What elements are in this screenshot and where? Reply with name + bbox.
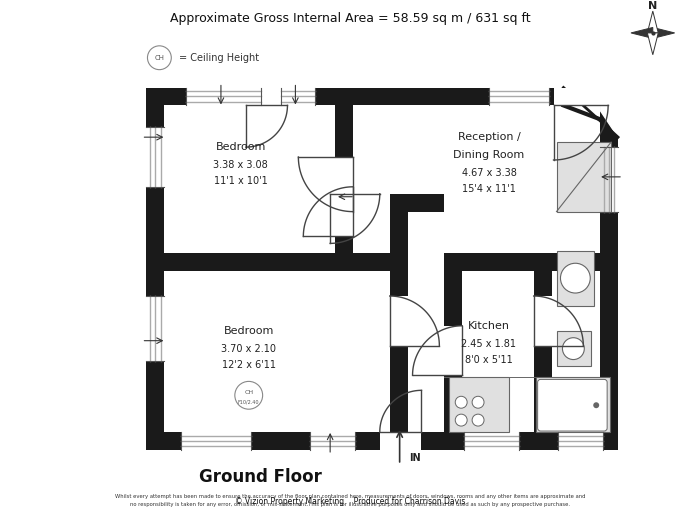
Bar bbox=[246, 88, 288, 105]
Text: CH: CH bbox=[155, 55, 164, 61]
Circle shape bbox=[563, 338, 584, 359]
Bar bbox=[449, 377, 509, 432]
Text: © Vizion Property Marketing    Produced for Charrison Davis: © Vizion Property Marketing Produced for… bbox=[234, 497, 466, 506]
Text: Kitchen: Kitchen bbox=[468, 321, 510, 331]
Text: 3.70 x 2.10: 3.70 x 2.10 bbox=[221, 344, 276, 353]
Bar bbox=[556, 142, 611, 211]
Bar bbox=[533, 296, 552, 346]
Bar bbox=[600, 147, 618, 211]
Text: 15'4 x 11'1: 15'4 x 11'1 bbox=[462, 184, 516, 194]
Text: CH: CH bbox=[244, 390, 253, 395]
Text: Bedroom: Bedroom bbox=[216, 142, 266, 152]
Text: Dining Room: Dining Room bbox=[454, 150, 524, 160]
Polygon shape bbox=[648, 33, 658, 55]
Bar bbox=[444, 254, 462, 432]
Text: Approximate Gross Internal Area = 58.59 sq m / 631 sq ft: Approximate Gross Internal Area = 58.59 … bbox=[169, 12, 531, 24]
Text: IN: IN bbox=[410, 453, 421, 463]
Text: 12'2 x 6'11: 12'2 x 6'11 bbox=[222, 359, 276, 370]
Circle shape bbox=[472, 414, 484, 426]
Polygon shape bbox=[653, 27, 675, 39]
Text: 8'0 x 5'11: 8'0 x 5'11 bbox=[465, 354, 513, 365]
Text: Whilst every attempt has been made to ensure the accuracy of the floor plan cont: Whilst every attempt has been made to en… bbox=[115, 494, 585, 499]
Text: 3.38 x 3.08: 3.38 x 3.08 bbox=[214, 160, 268, 170]
Circle shape bbox=[234, 381, 262, 409]
Bar bbox=[146, 127, 164, 187]
Circle shape bbox=[593, 402, 599, 408]
Bar bbox=[390, 211, 407, 432]
Bar bbox=[390, 194, 444, 211]
Text: Ground Floor: Ground Floor bbox=[199, 467, 322, 486]
Bar bbox=[281, 88, 315, 105]
Bar bbox=[146, 432, 618, 450]
Text: 4.67 x 3.38: 4.67 x 3.38 bbox=[461, 168, 517, 178]
Bar bbox=[444, 326, 462, 376]
Bar bbox=[146, 88, 164, 450]
Bar bbox=[335, 187, 353, 236]
Polygon shape bbox=[564, 88, 618, 137]
Bar bbox=[536, 377, 610, 432]
Text: N: N bbox=[648, 1, 657, 11]
Bar bbox=[335, 157, 353, 211]
Text: 2.45 x 1.81: 2.45 x 1.81 bbox=[461, 339, 517, 349]
Text: Reception /: Reception / bbox=[458, 132, 520, 142]
Bar bbox=[181, 432, 251, 450]
Circle shape bbox=[561, 263, 590, 293]
Bar bbox=[489, 88, 549, 105]
Bar bbox=[310, 432, 355, 450]
Bar bbox=[164, 254, 390, 271]
Bar bbox=[556, 331, 592, 366]
Bar bbox=[600, 88, 618, 450]
Bar bbox=[380, 432, 421, 450]
Text: 11'1 x 10'1: 11'1 x 10'1 bbox=[214, 176, 267, 186]
Polygon shape bbox=[648, 11, 658, 33]
Text: Bedroom: Bedroom bbox=[223, 326, 274, 336]
FancyBboxPatch shape bbox=[538, 379, 607, 431]
Polygon shape bbox=[631, 27, 653, 39]
Bar bbox=[444, 254, 600, 271]
Bar bbox=[554, 88, 608, 105]
Bar bbox=[559, 432, 603, 450]
Bar bbox=[330, 194, 380, 211]
Text: = Ceiling Height: = Ceiling Height bbox=[179, 53, 260, 63]
Circle shape bbox=[148, 46, 172, 69]
Bar bbox=[146, 88, 618, 105]
Circle shape bbox=[455, 414, 467, 426]
Text: F10/2.40: F10/2.40 bbox=[238, 400, 260, 405]
Bar bbox=[390, 296, 407, 346]
Bar bbox=[146, 296, 164, 360]
Text: no responsibility is taken for any error, omission, or mis-statement.This plan i: no responsibility is taken for any error… bbox=[130, 502, 570, 507]
Bar bbox=[533, 254, 552, 450]
Bar bbox=[335, 105, 353, 271]
Bar bbox=[186, 88, 260, 105]
Bar bbox=[556, 251, 594, 306]
Circle shape bbox=[455, 396, 467, 408]
Circle shape bbox=[472, 396, 484, 408]
Bar bbox=[464, 432, 519, 450]
